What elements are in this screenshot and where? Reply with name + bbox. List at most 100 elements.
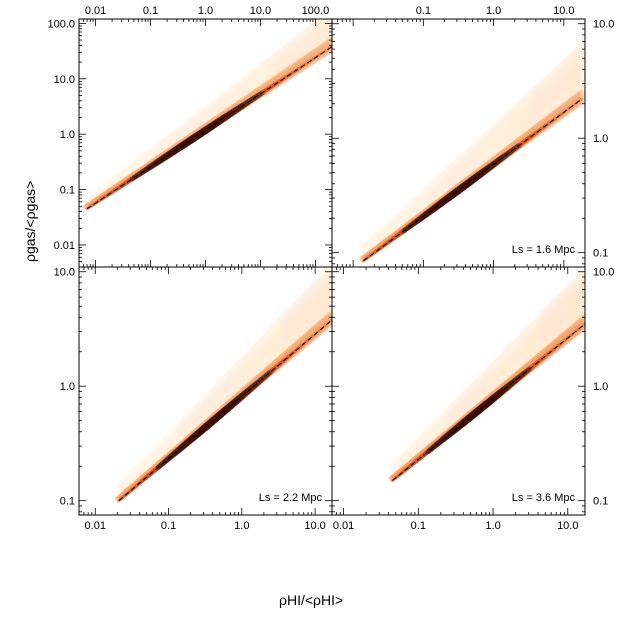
density-halo (395, 209, 406, 234)
density-halo (106, 178, 117, 193)
density-halo (478, 132, 489, 172)
density-band (83, 203, 92, 210)
density-halo (386, 217, 397, 240)
density-halo (327, 267, 332, 320)
density-halo (462, 147, 473, 184)
density-halo (469, 379, 480, 414)
density-halo (319, 270, 330, 327)
density-halo (399, 450, 410, 471)
density-halo (495, 116, 506, 160)
density-halo (309, 21, 320, 59)
density-cloud (113, 267, 332, 503)
density-halo (562, 284, 573, 339)
density-halo (575, 270, 585, 328)
y-tick-label: 1.0 (593, 381, 608, 393)
density-halo (83, 195, 94, 208)
density-halo (308, 281, 319, 336)
density-halo (139, 456, 150, 479)
density-halo (518, 329, 529, 375)
density-halo (553, 63, 564, 117)
density-halo (82, 197, 93, 209)
density-band (381, 239, 390, 247)
density-halo (498, 349, 509, 390)
density-halo (290, 300, 301, 351)
density-halo (370, 232, 381, 252)
density-band (107, 187, 116, 195)
density-halo (522, 92, 533, 140)
density-band (104, 189, 113, 197)
density-halo (269, 322, 280, 369)
density-halo (103, 180, 114, 195)
density-band (371, 246, 380, 253)
panel-top-left (78, 18, 333, 268)
density-halo (537, 310, 548, 359)
density-halo (519, 95, 530, 142)
density-halo (314, 19, 325, 55)
density-halo (511, 336, 522, 380)
density-halo (430, 419, 441, 446)
density-halo (479, 369, 490, 406)
density-band (91, 197, 100, 205)
density-core (569, 333, 573, 337)
density-halo (564, 53, 575, 109)
density-halo (445, 162, 456, 197)
density-halo (272, 319, 283, 367)
density-core (572, 103, 576, 107)
density-halo (443, 405, 454, 435)
density-halo (367, 234, 378, 254)
density-halo (519, 328, 530, 374)
density-halo (431, 418, 442, 445)
density-halo (248, 68, 259, 99)
density-halo (199, 106, 210, 132)
density-halo (260, 332, 271, 377)
density-halo (438, 411, 449, 440)
density-halo (436, 412, 447, 441)
density-halo (575, 43, 585, 101)
density-halo (295, 32, 306, 68)
density-halo (552, 294, 563, 347)
density-halo (304, 286, 315, 340)
fit-line (392, 323, 585, 481)
density-band (120, 490, 129, 497)
density-halo (413, 436, 424, 460)
density-halo (567, 279, 578, 335)
density-halo (237, 355, 248, 397)
density-band (285, 347, 294, 362)
density-halo (558, 59, 569, 113)
density-halo (153, 442, 164, 468)
density-band (117, 493, 126, 500)
density-halo (251, 66, 262, 97)
density-band (324, 39, 332, 55)
density-halo (317, 272, 328, 328)
density-halo (173, 421, 184, 451)
fit-line (118, 319, 332, 502)
density-halo (540, 74, 551, 126)
density-halo (258, 333, 269, 378)
density-band (125, 486, 134, 493)
density-halo (540, 307, 551, 357)
density-band (382, 237, 391, 245)
density-halo (536, 79, 547, 130)
density-halo (480, 131, 491, 171)
density-halo (508, 339, 519, 383)
density-halo (196, 398, 207, 431)
density-halo (358, 243, 369, 261)
density-halo (417, 188, 428, 217)
density-halo (453, 155, 464, 191)
density-halo (318, 19, 329, 53)
density-halo (322, 267, 332, 324)
density-halo (267, 53, 278, 87)
density-halo (508, 105, 519, 150)
density-band (93, 196, 102, 204)
density-halo (298, 292, 309, 345)
density-halo (321, 19, 332, 51)
density-halo (559, 287, 570, 341)
density-halo (285, 305, 296, 355)
density-band (376, 242, 385, 250)
density-halo (524, 322, 535, 369)
density-band (552, 108, 561, 123)
density-halo (420, 429, 431, 454)
density-halo (281, 43, 292, 77)
density-halo (454, 394, 465, 426)
density-halo (574, 272, 585, 329)
